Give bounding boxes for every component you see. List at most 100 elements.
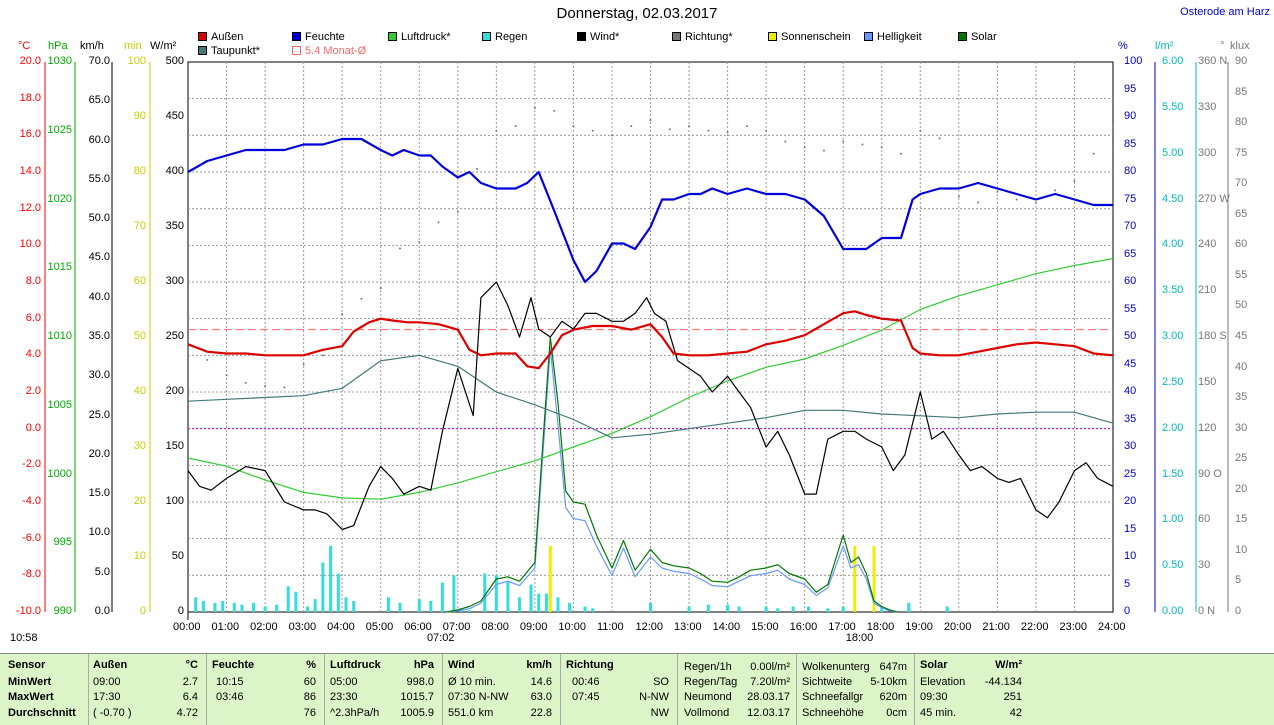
series-luftdruck — [187, 258, 1114, 500]
rain-bar — [452, 575, 456, 612]
stat-header: Feuchte — [212, 659, 255, 671]
direction-point — [379, 287, 382, 290]
direction-tick: 30 — [1198, 559, 1211, 572]
sunmin-tick: 40 — [133, 385, 146, 397]
x-tick: 24:00 — [1098, 621, 1126, 633]
legend-swatch — [864, 32, 873, 41]
stats-panel: Sensor MinWert MaxWert Durchschnitt Außen °C 0… — [0, 653, 1274, 725]
rain-bar — [764, 606, 768, 612]
direction-tick: 330 — [1198, 100, 1217, 113]
x-tick: 10:00 — [558, 621, 586, 633]
rain-bar — [591, 608, 595, 612]
stat-time: Ø 10 min. — [448, 676, 496, 688]
lux-tick: 5 — [1235, 574, 1242, 587]
stat-header: Luftdruck — [330, 659, 381, 671]
stat-value: 76 — [303, 707, 316, 719]
direction-tick: 270 W — [1198, 192, 1230, 205]
wind-tick: 0.0 — [94, 605, 110, 617]
rain-bar — [336, 573, 340, 612]
unit-sunmin: min — [124, 40, 142, 52]
legend-item: Sonnenschein — [768, 31, 851, 43]
x-tick: 17:00 — [828, 621, 856, 633]
series-feuchte — [187, 137, 1113, 284]
wind-tick: 55.0 — [88, 172, 110, 185]
direction-point — [225, 374, 228, 377]
rain-tick: 3.00 — [1162, 330, 1184, 342]
direction-point — [244, 381, 247, 384]
rain-tick: 5.50 — [1162, 100, 1184, 113]
humidity-tick: 10 — [1124, 550, 1137, 562]
pressure-tick: 1000 — [47, 467, 72, 480]
legend-swatch — [388, 32, 397, 41]
direction-point — [880, 146, 883, 149]
direction-point — [919, 129, 922, 132]
stat-value: SO — [653, 676, 669, 688]
legend-label: Luftdruck* — [401, 31, 451, 43]
sunmin-tick: 10 — [133, 550, 146, 562]
stat-value: 4.72 — [176, 707, 198, 719]
x-tick: 05:00 — [365, 621, 394, 633]
rain-tick: 5.00 — [1162, 146, 1184, 159]
direction-point — [418, 241, 421, 244]
rain-bar — [544, 593, 548, 612]
rain-bar — [352, 601, 356, 612]
stat-unit: °C — [185, 659, 198, 671]
rain-bar — [221, 601, 225, 612]
direction-point — [630, 125, 633, 128]
x-tick: 12:00 — [635, 621, 664, 633]
legend-swatch — [958, 32, 967, 41]
rain-bar — [417, 599, 421, 612]
rain-bar — [907, 602, 911, 612]
rain-bar — [506, 580, 510, 612]
legend-label: Feuchte — [305, 31, 345, 43]
rain-tick: 2.00 — [1162, 421, 1184, 434]
direction-point — [1092, 152, 1095, 155]
rain-bar — [726, 604, 730, 612]
direction-point — [533, 106, 536, 109]
lux-tick: 25 — [1235, 452, 1248, 465]
stat-value: 28.03.17 — [747, 691, 790, 703]
series-taupunkt — [187, 354, 1114, 439]
lux-tick: 75 — [1235, 146, 1248, 159]
x-tick: 14:00 — [712, 621, 741, 633]
rain-bar — [194, 597, 198, 612]
rain-bar — [649, 602, 652, 612]
rain-bar — [232, 602, 236, 612]
unit-rain: l/m² — [1155, 40, 1174, 52]
lux-tick: 60 — [1235, 238, 1248, 251]
temp-tick: -10.0 — [15, 605, 41, 617]
temp-tick: 16.0 — [19, 128, 41, 141]
lux-tick: 85 — [1235, 85, 1248, 98]
stat-label: Regen/1h — [684, 661, 732, 673]
humidity-tick: 95 — [1124, 82, 1137, 95]
rain-bar — [537, 593, 541, 612]
station-link[interactable]: Osterode am Harz — [1180, 6, 1270, 18]
direction-tick: 300 — [1198, 146, 1217, 159]
legend-item: Taupunkt* — [198, 45, 260, 57]
rain-bar — [429, 601, 433, 612]
rain-bar — [440, 582, 444, 612]
lux-tick: 15 — [1235, 513, 1248, 526]
direction-point — [1073, 180, 1076, 183]
rain-bar — [201, 601, 205, 612]
legend-swatch — [482, 32, 491, 41]
temp-tick: 10.0 — [19, 238, 41, 251]
solar-tick: 400 — [165, 165, 184, 177]
humidity-tick: 85 — [1124, 137, 1137, 150]
x-tick: 21:00 — [982, 621, 1010, 633]
pressure-tick: 1015 — [47, 261, 72, 274]
stat-value: 0cm — [886, 707, 907, 719]
x-tick: 01:00 — [211, 621, 240, 633]
stat-value: 86 — [303, 691, 316, 703]
solar-tick: 100 — [165, 495, 184, 507]
direction-point — [495, 129, 498, 132]
direction-point — [842, 140, 845, 143]
legend-swatch — [672, 32, 681, 41]
stat-unit: W/m² — [995, 659, 1022, 671]
rain-tick: 0.50 — [1162, 559, 1184, 572]
stat-value: 1015.7 — [400, 691, 434, 703]
x-tick: 22:00 — [1020, 621, 1049, 633]
rain-bar — [826, 608, 830, 612]
stat-unit: % — [306, 659, 316, 671]
temp-tick: -2.0 — [22, 458, 41, 471]
